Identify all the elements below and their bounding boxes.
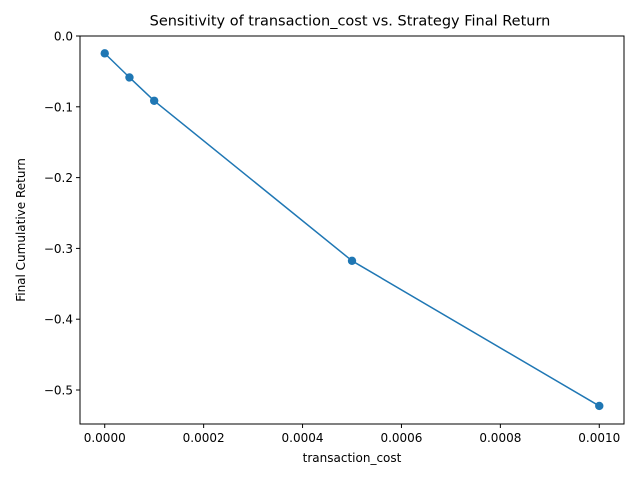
x-tick-label: 0.0006 xyxy=(380,431,422,445)
y-axis: 0.0 −0.1 −0.2 −0.3 −0.4 −0.5 xyxy=(44,30,80,398)
data-point xyxy=(149,96,159,105)
series-layer xyxy=(100,49,604,411)
y-tick-label: −0.2 xyxy=(44,171,73,185)
x-tick-label: 0.0004 xyxy=(282,431,324,445)
y-tick-label: −0.1 xyxy=(44,100,73,114)
x-tick-label: 0.0000 xyxy=(84,431,126,445)
data-point xyxy=(125,73,134,82)
series-line xyxy=(103,52,601,407)
x-axis-label: transaction_cost xyxy=(303,451,402,465)
x-tick-label: 0.0008 xyxy=(479,431,521,445)
data-point xyxy=(595,401,604,411)
y-tick-label: −0.5 xyxy=(44,384,73,398)
y-tick-label: −0.3 xyxy=(44,242,73,256)
chart-title: Sensitivity of transaction_cost vs. Stra… xyxy=(150,14,551,30)
data-point xyxy=(347,256,357,265)
y-tick-label: 0.0 xyxy=(54,30,73,44)
x-tick-label: 0.0002 xyxy=(183,431,225,445)
y-axis-label: Final Cumulative Return xyxy=(14,158,28,302)
x-tick-label: 0.0010 xyxy=(578,431,620,445)
axes-frame xyxy=(79,35,625,425)
y-tick-label: −0.4 xyxy=(44,313,73,327)
x-axis: 0.0000 0.0002 0.0004 0.0006 0.0008 0.0010 xyxy=(84,424,620,445)
data-point xyxy=(100,49,109,58)
